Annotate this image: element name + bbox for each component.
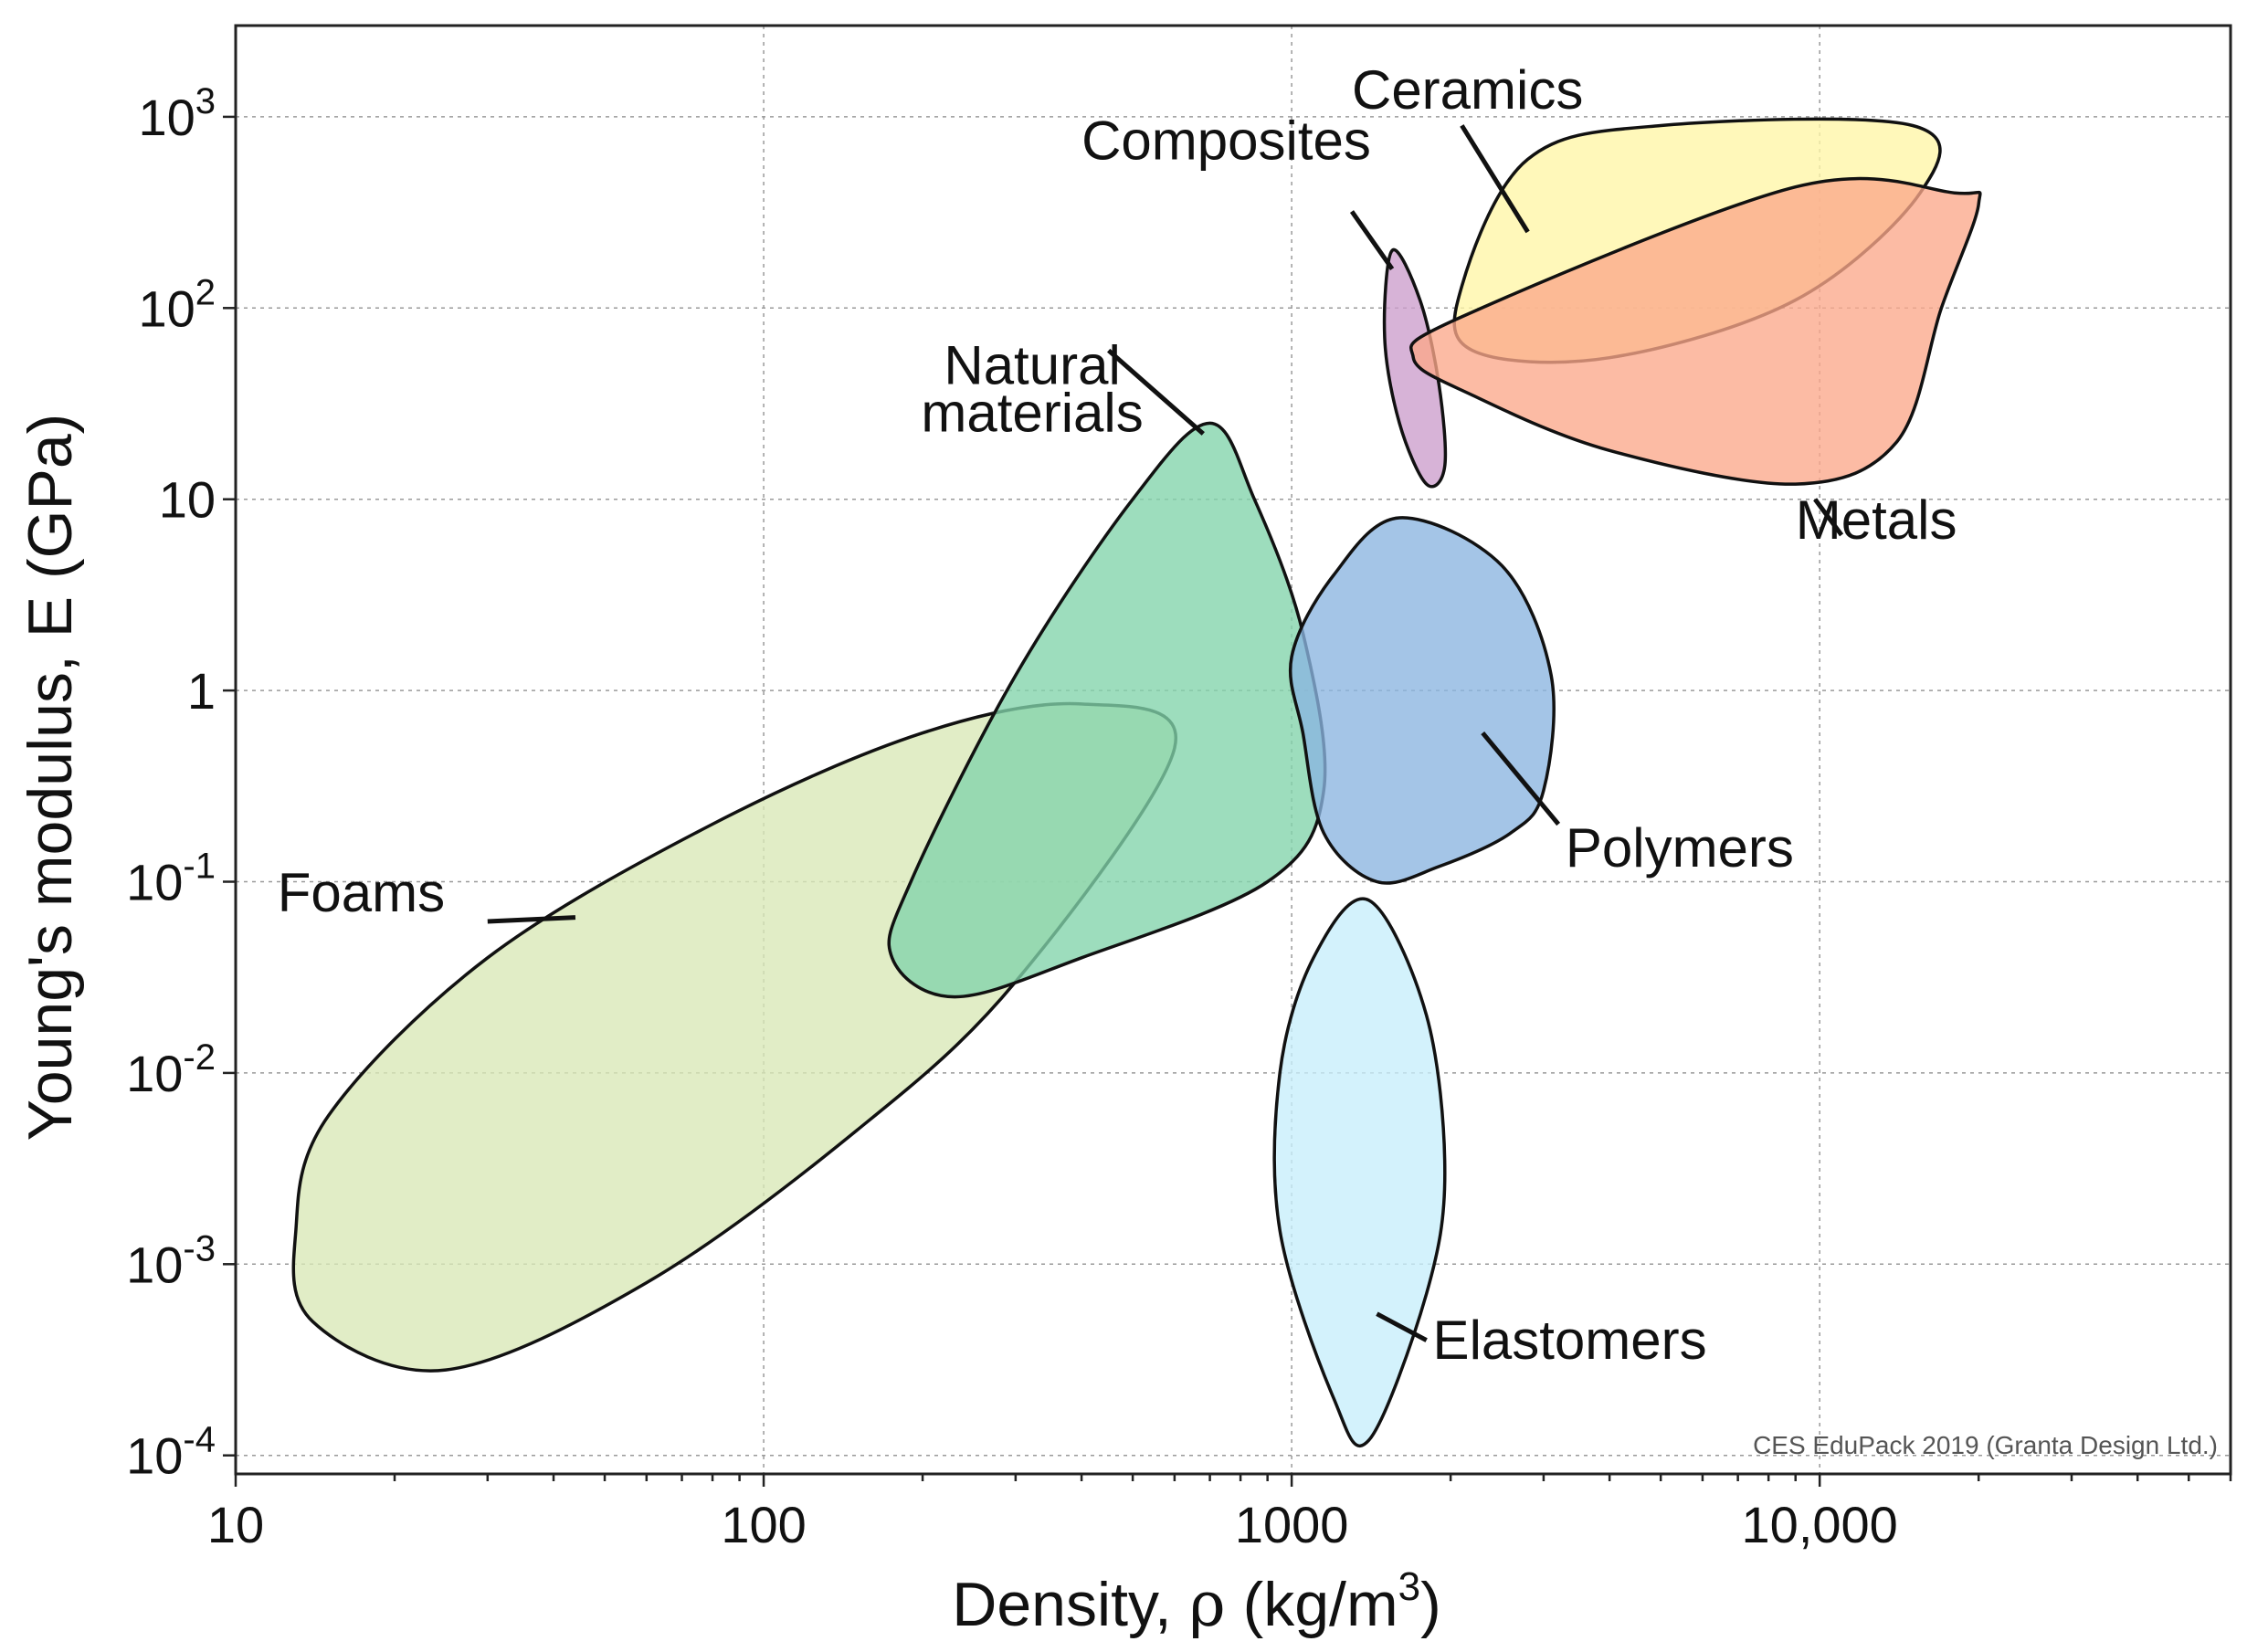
plot-frame: [234, 24, 2232, 1476]
y-tick-exp: -2: [183, 1037, 216, 1078]
label-natural-materials-line: materials: [921, 383, 1143, 444]
y-axis-title: Young's modulus, E (GPa): [16, 414, 85, 1142]
y-tick-base: 10: [126, 1236, 183, 1293]
x-axis-title-prefix: Density,: [952, 1570, 1188, 1639]
label-foams: Foams: [278, 862, 445, 923]
leader-natural-materials: [1107, 348, 1205, 436]
y-tick-base: 10: [126, 1045, 183, 1102]
x-tick-label: 100: [721, 1496, 806, 1553]
leader-elastomers: [1376, 1311, 1428, 1342]
label-natural-materials: Natural materials: [921, 335, 1143, 444]
y-tick-label: 102: [138, 272, 216, 337]
leader-ceramics: [1460, 124, 1530, 234]
region-metals: [1409, 176, 1982, 486]
y-tick-exp: -4: [183, 1420, 216, 1460]
y-tick-base: 10: [126, 854, 183, 911]
x-axis-title-close: ): [1420, 1570, 1441, 1639]
x-tick-label: 10: [207, 1496, 264, 1553]
label-natural-materials-line: Natural: [944, 335, 1120, 396]
leader-lines: [487, 124, 1844, 1342]
y-tick-base: 10: [126, 1427, 183, 1485]
region-composites: [1382, 247, 1448, 489]
material-regions: [291, 117, 1982, 1447]
label-metals: Metals: [1796, 489, 1957, 551]
x-tick-label: 1000: [1235, 1496, 1349, 1553]
y-tick-exp: 3: [195, 81, 216, 121]
label-polymers: Polymers: [1566, 817, 1794, 879]
region-natural-materials: [887, 421, 1327, 999]
y-tick-label: 10-2: [126, 1037, 216, 1102]
y-tick-exp: -3: [183, 1228, 216, 1268]
credit-text: CES EduPack 2019 (Granta Design Ltd.): [1753, 1431, 2218, 1459]
y-tick-base: 10: [138, 89, 195, 146]
y-tick-label: 10-4: [126, 1420, 216, 1485]
label-composites: Composites: [1081, 110, 1371, 171]
label-elastomers: Elastomers: [1433, 1310, 1707, 1371]
x-axis-title-symbol: ρ: [1189, 1569, 1226, 1641]
region-polymers: [1288, 516, 1556, 885]
y-tick-label: 10-3: [126, 1228, 216, 1293]
y-tick-label: 1: [187, 662, 216, 720]
label-ceramics: Ceramics: [1352, 59, 1583, 121]
x-axis-title-sup: 3: [1398, 1564, 1420, 1609]
y-tick-exp: 2: [195, 272, 216, 312]
y-tick-label: 10-1: [126, 847, 216, 911]
y-tick-base: 10: [138, 279, 195, 337]
x-axis-title-unit: (kg/m: [1226, 1570, 1398, 1639]
y-tick-exp: -1: [183, 847, 216, 887]
region-elastomers: [1272, 897, 1447, 1447]
leader-polymers: [1481, 731, 1561, 826]
leader-foams: [487, 915, 576, 924]
y-tick-label: 103: [138, 81, 216, 146]
leader-composites: [1349, 210, 1395, 271]
x-axis: 10 100 1000 10,000: [207, 1474, 2232, 1553]
y-tick-label: 10: [159, 471, 216, 529]
x-axis-title: Density, ρ (kg/m3): [952, 1564, 1441, 1641]
x-tick-label: 10,000: [1742, 1496, 1898, 1553]
leader-metals: [1813, 498, 1844, 537]
